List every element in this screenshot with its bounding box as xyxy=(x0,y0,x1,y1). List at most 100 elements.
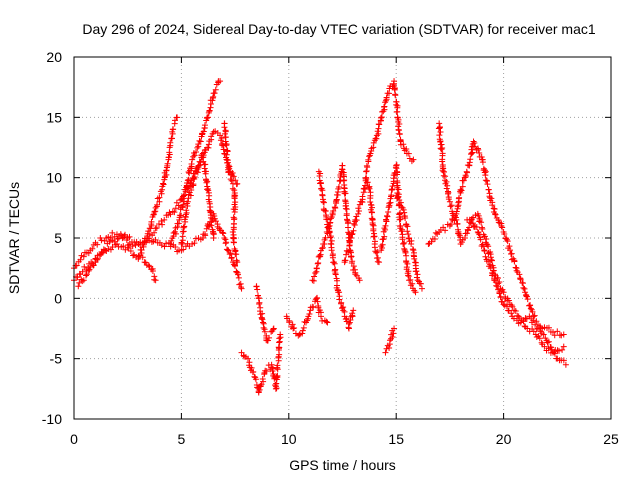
data-point xyxy=(401,247,408,254)
data-point-interp xyxy=(183,207,190,214)
data-point-interp xyxy=(499,286,506,293)
data-point-interp xyxy=(300,324,307,331)
data-point-interp xyxy=(325,225,332,232)
data-point-interp xyxy=(464,230,471,237)
data-point-interp xyxy=(316,252,323,259)
data-point-interp xyxy=(340,171,347,178)
data-point-interp xyxy=(498,223,505,230)
y-tick-label: 15 xyxy=(46,109,62,125)
data-point xyxy=(229,235,236,241)
data-point-interp xyxy=(506,243,513,250)
data-point-interp xyxy=(220,230,227,237)
data-point-interp xyxy=(191,152,198,159)
data-point-interp xyxy=(329,211,336,218)
data-point-interp xyxy=(389,334,396,341)
data-point-interp xyxy=(319,245,326,252)
data-point xyxy=(229,180,236,187)
data-point-interp xyxy=(270,371,277,378)
data-point xyxy=(318,313,325,320)
data-point-interp xyxy=(264,337,271,344)
data-point-interp xyxy=(512,264,519,271)
data-point-interp xyxy=(370,139,377,146)
data-point-interp xyxy=(403,264,410,271)
data-point-interp xyxy=(481,233,488,240)
data-point-interp xyxy=(482,172,489,179)
data-point-interp xyxy=(256,299,263,306)
data-point xyxy=(234,259,241,266)
data-point-interp xyxy=(174,223,181,230)
data-point-interp xyxy=(355,205,362,212)
data-point xyxy=(507,247,514,254)
data-point xyxy=(290,325,297,332)
data-point-interp xyxy=(276,345,283,352)
data-point xyxy=(193,168,200,175)
data-point-interp xyxy=(385,209,392,216)
data-point-interp xyxy=(191,173,198,180)
data-point-interp xyxy=(349,230,356,237)
data-point-interp xyxy=(276,335,283,342)
data-point-interp xyxy=(158,218,165,225)
data-point-interp xyxy=(388,192,395,199)
data-point xyxy=(232,192,239,199)
data-point xyxy=(225,168,232,175)
data-point-interp xyxy=(464,169,471,176)
data-point-interp xyxy=(397,210,404,217)
data-point xyxy=(161,216,168,223)
x-tick-label: 5 xyxy=(178,431,186,447)
data-point-interp xyxy=(437,138,444,145)
data-point-interp xyxy=(513,267,520,274)
data-point-interp xyxy=(270,326,277,333)
data-point-interp xyxy=(87,263,94,270)
data-point-interp xyxy=(364,164,371,171)
data-point-interp xyxy=(338,300,345,307)
data-point-interp xyxy=(408,240,415,247)
data-point-interp xyxy=(180,201,187,208)
data-point-interp xyxy=(540,331,547,338)
data-point-interp xyxy=(505,297,512,304)
data-point-interp xyxy=(386,345,393,352)
data-point-interp xyxy=(435,125,442,132)
data-point-interp xyxy=(228,254,235,261)
data-point-interp xyxy=(224,159,231,166)
data-point-interp xyxy=(164,160,171,167)
data-point-interp xyxy=(312,269,319,276)
data-point-interp xyxy=(223,142,230,149)
data-point-interp xyxy=(407,282,414,289)
data-point-interp xyxy=(398,228,405,235)
data-point-interp xyxy=(538,339,545,346)
data-point-interp xyxy=(369,221,376,228)
data-point-interp xyxy=(129,243,136,250)
data-point-interp xyxy=(114,235,121,242)
data-point-interp xyxy=(409,280,416,287)
data-point-interp xyxy=(370,233,377,240)
data-point-interp xyxy=(233,268,240,275)
data-point-interp xyxy=(168,237,175,244)
data-point-interp xyxy=(306,311,313,318)
data-point-interp xyxy=(311,273,318,280)
data-point-interp xyxy=(560,357,567,364)
data-point-interp xyxy=(120,243,127,250)
data-point-interp xyxy=(348,231,355,238)
data-point-interp xyxy=(490,267,497,274)
data-point-interp xyxy=(443,185,450,192)
data-point-interp xyxy=(413,268,420,275)
data-point-interp xyxy=(253,283,260,290)
data-point-interp xyxy=(544,339,551,346)
data-point-interp xyxy=(145,262,152,269)
data-point-interp xyxy=(536,335,543,342)
data-point-interp xyxy=(203,179,210,186)
data-point xyxy=(244,355,251,362)
data-point-interp xyxy=(340,307,347,314)
data-point-interp xyxy=(222,240,229,247)
data-point-interp xyxy=(175,202,182,209)
data-point-interp xyxy=(141,238,148,245)
data-point-interp xyxy=(481,169,488,176)
data-point-interp xyxy=(154,201,161,208)
data-point-interp xyxy=(365,184,372,191)
data-point xyxy=(550,329,557,336)
data-point-interp xyxy=(158,242,165,249)
data-point-interp xyxy=(363,168,370,175)
data-point xyxy=(414,277,421,284)
data-point-interp xyxy=(438,146,445,153)
data-point-interp xyxy=(132,242,139,249)
